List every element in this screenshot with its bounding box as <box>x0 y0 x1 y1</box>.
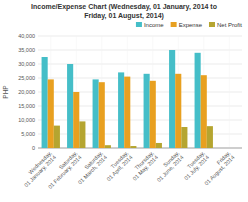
bar <box>130 146 136 148</box>
bar <box>195 53 201 148</box>
title: Income/Expense Chart (Wednesday, 01 Janu… <box>31 3 217 20</box>
legend-label: Expense <box>179 22 203 28</box>
bar <box>79 121 85 148</box>
grid <box>38 36 242 148</box>
tick-label: Tuesday,01 July, 2014 <box>179 149 211 181</box>
legend-label: Net Profit <box>217 22 242 28</box>
bar <box>67 64 73 148</box>
legend: Income Expense Net Profit <box>136 22 242 28</box>
grid-line <box>38 36 242 37</box>
y-axis: 0 5,000 10,000 15,000 20,000 25,000 30,000 35,0… <box>18 33 35 151</box>
tick-label: Saturday,01 March, 2014 <box>73 149 109 185</box>
bar <box>73 92 79 148</box>
x-axis: Wednesday,01 January, 2014Saturday,01 Fe… <box>19 149 236 189</box>
tick-label: Saturday,01 February, 2014 <box>43 149 83 189</box>
tick-label: 40,000 <box>18 33 35 39</box>
bar <box>93 79 99 148</box>
bar <box>105 145 111 148</box>
legend-label: Income <box>144 22 164 28</box>
bar <box>156 143 162 148</box>
legend-swatch <box>171 22 177 27</box>
bar <box>226 148 232 149</box>
bar <box>181 127 187 148</box>
bar <box>207 126 213 148</box>
bar <box>118 72 124 148</box>
tick-label: 35,000 <box>18 47 35 53</box>
bar <box>48 79 54 148</box>
bar <box>144 74 150 148</box>
tick-label: Tuesday,01 April, 2014 <box>101 149 134 182</box>
tick-label: Friday,01 August, 2014 <box>199 149 236 186</box>
bar <box>169 50 175 148</box>
tick-label: 30,000 <box>18 61 35 67</box>
y-axis-label: PHP <box>2 85 9 98</box>
tick-label: 25,000 <box>18 75 35 81</box>
bar <box>232 148 238 149</box>
bar <box>124 77 130 148</box>
bar <box>220 148 226 149</box>
tick-label: 10,000 <box>18 117 35 123</box>
tick-label: Sunday,01 June, 2014 <box>151 149 185 183</box>
legend-swatch <box>136 22 142 27</box>
grid-line <box>38 50 242 51</box>
bar <box>54 126 60 148</box>
bar <box>99 82 105 148</box>
bars <box>42 50 213 148</box>
bar <box>175 74 181 148</box>
bar <box>201 75 207 148</box>
grid-line <box>229 36 230 148</box>
tick-label: 0 <box>32 145 35 151</box>
legend-swatch <box>209 22 215 27</box>
bar <box>150 81 156 148</box>
tick-label: 5,000 <box>21 131 35 137</box>
bar <box>42 57 48 148</box>
tick-label: 15,000 <box>18 103 35 109</box>
chart: Income/Expense Chart (Wednesday, 01 Janu… <box>0 0 248 202</box>
tick-label: Thursday,01 May, 2014 <box>127 149 159 181</box>
tick-label: 20,000 <box>18 89 35 95</box>
